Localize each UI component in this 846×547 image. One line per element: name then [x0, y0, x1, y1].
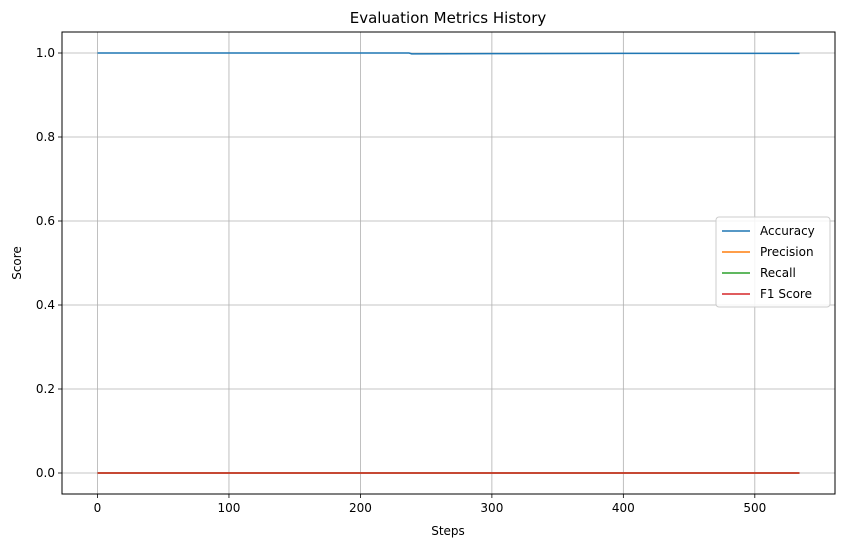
x-tick-label: 0 [94, 501, 102, 515]
y-tick-label: 0.2 [36, 382, 55, 396]
y-tick-label: 1.0 [36, 46, 55, 60]
legend-box [715, 216, 831, 308]
x-tick-label: 500 [743, 501, 766, 515]
legend: Accuracy Precision Recall F1 Score [715, 216, 831, 308]
legend-label-precision: Precision [760, 245, 814, 259]
y-tick-label: 0.6 [36, 214, 55, 228]
legend-label-f1-score: F1 Score [760, 287, 812, 301]
y-tick-label: 0.0 [36, 466, 55, 480]
series-lines [97, 52, 800, 474]
x-tick-label: 200 [349, 501, 372, 515]
series-line-accuracy [97, 52, 800, 55]
x-axis-ticks: 0 100 200 300 400 500 [94, 494, 766, 515]
x-tick-label: 400 [612, 501, 635, 515]
x-tick-label: 100 [218, 501, 241, 515]
y-axis-label: Score [10, 246, 24, 280]
y-axis-ticks: 0.0 0.2 0.4 0.6 0.8 1.0 [36, 46, 62, 480]
y-tick-label: 0.8 [36, 130, 55, 144]
legend-label-recall: Recall [760, 266, 796, 280]
x-axis-label: Steps [431, 524, 465, 538]
legend-label-accuracy: Accuracy [760, 224, 815, 238]
chart-title: Evaluation Metrics History [350, 9, 547, 27]
y-tick-label: 0.4 [36, 298, 55, 312]
x-tick-label: 300 [480, 501, 503, 515]
plot-frame [61, 31, 836, 495]
